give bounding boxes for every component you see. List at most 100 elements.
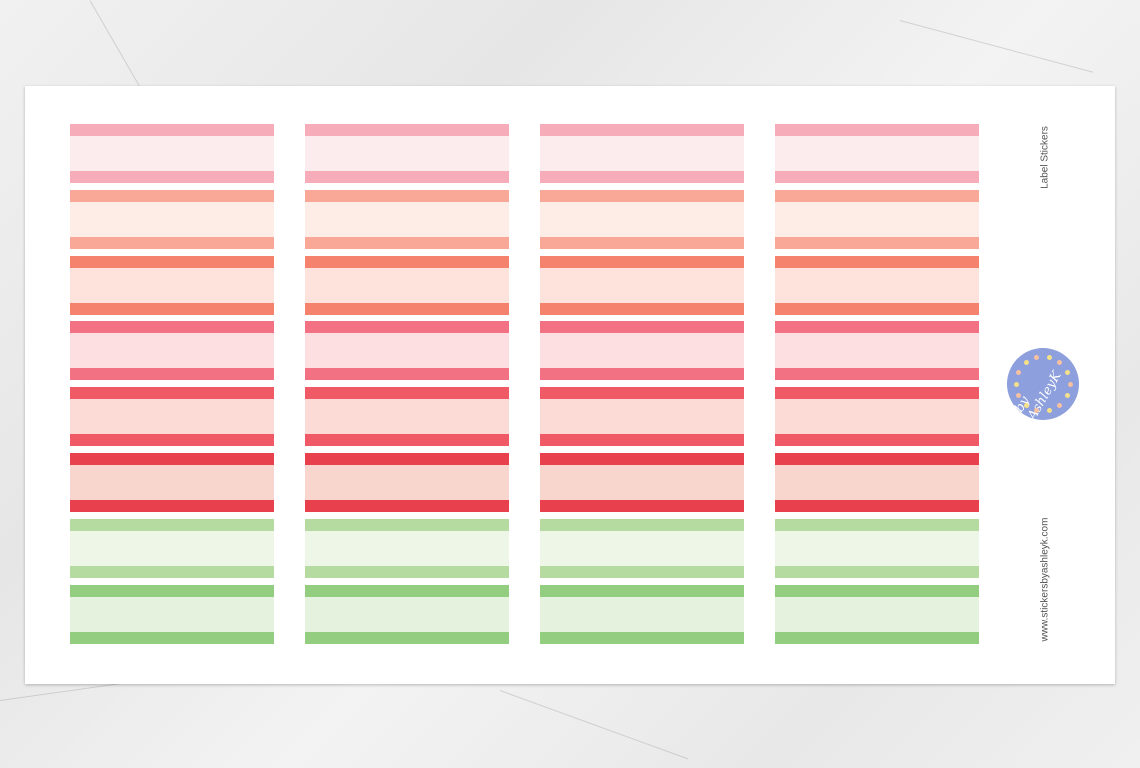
website-url: www.stickersbyashleyk.com xyxy=(1039,517,1051,642)
sticker-label-area xyxy=(70,399,274,434)
sticker-bottom-band xyxy=(540,237,744,249)
label-sticker xyxy=(540,585,744,644)
label-sticker xyxy=(70,256,274,315)
sticker-label-area xyxy=(775,202,979,237)
heart-dot-icon xyxy=(1013,381,1019,387)
heart-dot-icon xyxy=(1064,393,1070,399)
heart-dot-icon xyxy=(1067,381,1073,387)
sticker-top-band xyxy=(70,321,274,333)
sticker-label-area xyxy=(775,465,979,500)
sticker-top-band xyxy=(305,453,509,465)
heart-dot-icon xyxy=(1057,402,1063,408)
sticker-bottom-band xyxy=(305,171,509,183)
label-sticker xyxy=(70,124,274,183)
sticker-top-band xyxy=(540,387,744,399)
label-sticker xyxy=(775,190,979,249)
sticker-label-area xyxy=(775,597,979,632)
sticker-bottom-band xyxy=(775,566,979,578)
sticker-top-band xyxy=(775,124,979,136)
sticker-top-band xyxy=(70,585,274,597)
heart-dot-icon xyxy=(1064,369,1070,375)
sticker-top-band xyxy=(305,124,509,136)
label-sticker xyxy=(540,190,744,249)
label-sticker xyxy=(70,387,274,446)
heart-dot-icon xyxy=(1023,360,1029,366)
sticker-label-area xyxy=(540,202,744,237)
sticker-bottom-band xyxy=(775,368,979,380)
ashleyk-logo: by AshleyK xyxy=(1007,348,1079,423)
sticker-label-area xyxy=(775,531,979,566)
sticker-label-area xyxy=(305,333,509,368)
label-sticker xyxy=(305,321,509,380)
sticker-label-area xyxy=(305,268,509,303)
sticker-top-band xyxy=(540,124,744,136)
sticker-bottom-band xyxy=(305,237,509,249)
sticker-top-band xyxy=(775,519,979,531)
sticker-bottom-band xyxy=(70,303,274,315)
sticker-top-band xyxy=(540,519,744,531)
sticker-bottom-band xyxy=(540,434,744,446)
sticker-label-area xyxy=(775,268,979,303)
sticker-bottom-band xyxy=(305,500,509,512)
sticker-top-band xyxy=(540,256,744,268)
sticker-label-area xyxy=(540,597,744,632)
marble-vein xyxy=(499,690,689,760)
sticker-label-area xyxy=(70,465,274,500)
logo-text: by AshleyK xyxy=(1012,368,1065,423)
sticker-label-area xyxy=(775,136,979,171)
label-sticker xyxy=(305,190,509,249)
label-sticker xyxy=(540,387,744,446)
sticker-bottom-band xyxy=(70,500,274,512)
sticker-bottom-band xyxy=(70,434,274,446)
sticker-bottom-band xyxy=(70,566,274,578)
sheet-title: Label Stickers xyxy=(1039,126,1051,189)
sticker-bottom-band xyxy=(70,632,274,644)
heart-dot-icon xyxy=(1046,407,1052,413)
sticker-bottom-band xyxy=(305,434,509,446)
label-sticker xyxy=(775,256,979,315)
sticker-top-band xyxy=(305,519,509,531)
label-sticker xyxy=(540,124,744,183)
sticker-sheet: Label Stickers by AshleyK www.stickersby… xyxy=(25,86,1115,684)
sticker-label-area xyxy=(305,465,509,500)
sticker-label-area xyxy=(70,202,274,237)
sticker-label-area xyxy=(305,136,509,171)
sticker-label-area xyxy=(540,531,744,566)
sticker-label-area xyxy=(775,399,979,434)
sticker-top-band xyxy=(70,190,274,202)
sticker-top-band xyxy=(305,585,509,597)
heart-dot-icon xyxy=(1016,369,1022,375)
sticker-bottom-band xyxy=(775,237,979,249)
heart-dot-icon xyxy=(1016,393,1022,399)
sticker-label-area xyxy=(305,399,509,434)
label-sticker xyxy=(70,585,274,644)
sticker-bottom-band xyxy=(305,303,509,315)
label-sticker xyxy=(305,387,509,446)
label-sticker xyxy=(305,585,509,644)
sticker-top-band xyxy=(775,387,979,399)
label-sticker xyxy=(775,321,979,380)
sticker-label-area xyxy=(305,531,509,566)
sticker-top-band xyxy=(775,453,979,465)
label-sticker xyxy=(305,519,509,578)
label-sticker xyxy=(70,190,274,249)
label-sticker xyxy=(775,519,979,578)
sticker-top-band xyxy=(70,387,274,399)
sticker-label-area xyxy=(70,333,274,368)
sticker-top-band xyxy=(305,321,509,333)
heart-dot-icon xyxy=(1057,360,1063,366)
label-sticker xyxy=(70,453,274,512)
label-sticker xyxy=(775,585,979,644)
sticker-bottom-band xyxy=(305,368,509,380)
sticker-top-band xyxy=(540,585,744,597)
sticker-top-band xyxy=(775,256,979,268)
sticker-bottom-band xyxy=(775,632,979,644)
label-sticker xyxy=(775,124,979,183)
heart-dot-icon xyxy=(1034,407,1040,413)
label-sticker xyxy=(70,519,274,578)
sticker-label-area xyxy=(305,202,509,237)
label-sticker xyxy=(775,387,979,446)
heart-dot-icon xyxy=(1023,402,1029,408)
sticker-bottom-band xyxy=(540,368,744,380)
label-sticker xyxy=(775,453,979,512)
